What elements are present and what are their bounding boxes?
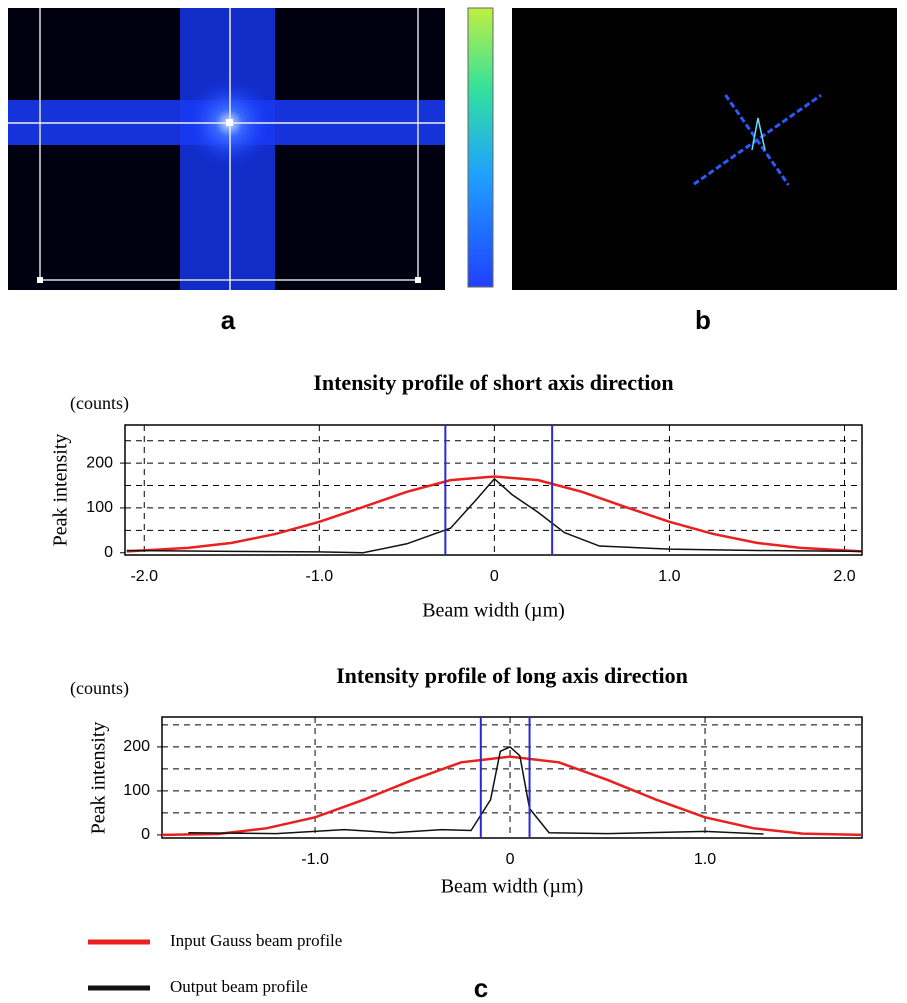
data-line <box>188 746 764 835</box>
legend-label: Input Gauss beam profile <box>170 931 342 950</box>
panel-label: a <box>221 305 236 335</box>
y-tick-label: 100 <box>123 782 150 799</box>
y-tick-label: 200 <box>86 454 113 471</box>
y-tick-label: 100 <box>86 499 113 516</box>
panel-label: c <box>474 973 488 1003</box>
unit-label: (counts) <box>70 393 129 414</box>
chart-title: Intensity profile of long axis direction <box>336 663 688 688</box>
x-tick-label: -1.0 <box>306 568 334 585</box>
x-tick-label: 0 <box>506 851 515 868</box>
x-tick-label: 0 <box>490 568 499 585</box>
x-tick-label: 1.0 <box>694 851 716 868</box>
y-tick-label: 0 <box>141 826 150 843</box>
chart-title: Intensity profile of short axis directio… <box>313 370 673 395</box>
colorbar <box>467 7 494 288</box>
y-axis-label: Peak intensity <box>50 434 72 547</box>
x-tick-label: 1.0 <box>658 568 680 585</box>
x-tick-label: 2.0 <box>833 568 855 585</box>
x-tick-label: -1.0 <box>301 851 329 868</box>
legend-label: Output beam profile <box>170 977 308 996</box>
data-line <box>126 477 863 554</box>
image-b <box>512 8 897 290</box>
y-tick-label: 200 <box>123 738 150 755</box>
y-tick-label: 0 <box>104 544 113 561</box>
data-line <box>126 475 863 553</box>
y-axis-label: Peak intensity <box>88 722 110 835</box>
x-axis-label: Beam width (µm) <box>441 876 584 898</box>
x-tick-label: -2.0 <box>130 568 158 585</box>
unit-label: (counts) <box>70 678 129 699</box>
image-a <box>8 8 445 290</box>
panel-label: b <box>695 305 711 335</box>
plot-frame <box>161 716 863 839</box>
data-line <box>161 755 863 837</box>
x-axis-label: Beam width (µm) <box>422 600 565 622</box>
plot-frame <box>124 424 863 556</box>
